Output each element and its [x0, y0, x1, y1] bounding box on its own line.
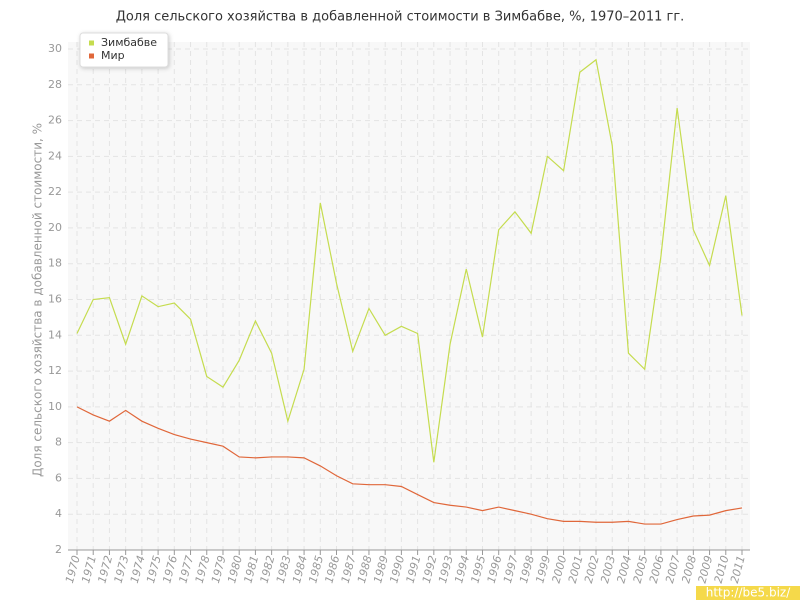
y-tick-label: 6 — [55, 471, 62, 484]
grid — [68, 42, 750, 551]
watermark: http://be5.biz/ — [706, 586, 791, 600]
y-tick-label: 8 — [55, 436, 62, 449]
y-axis-label: Доля сельского хозяйства в добавленной с… — [31, 123, 45, 477]
y-tick-label: 10 — [48, 400, 62, 413]
series-line — [76, 58, 743, 463]
y-tick-label: 16 — [48, 293, 62, 306]
y-tick-label: 30 — [48, 42, 62, 55]
y-tick-label: 2 — [55, 543, 62, 556]
y-tick-label: 20 — [48, 221, 62, 234]
y-tick-label: 18 — [48, 257, 62, 270]
chart-title: Доля сельского хозяйства в добавленной с… — [116, 10, 685, 25]
legend-box — [79, 32, 169, 68]
legend-label: Мир — [101, 49, 125, 62]
plot-background — [68, 42, 750, 550]
y-tick-label: 22 — [48, 185, 62, 198]
series-line — [76, 406, 743, 525]
y-tick-label: 26 — [48, 114, 62, 127]
y-tick-label: 24 — [48, 149, 62, 162]
legend-swatch — [89, 53, 94, 59]
y-tick-label: 14 — [48, 328, 62, 341]
y-tick-label: 12 — [48, 364, 62, 377]
legend-swatch — [89, 40, 94, 46]
y-tick-label: 28 — [48, 78, 62, 91]
y-tick-label: 4 — [55, 507, 62, 520]
lines — [76, 58, 743, 525]
watermark-box — [696, 586, 800, 600]
legend-label: Зимбабве — [101, 36, 157, 49]
